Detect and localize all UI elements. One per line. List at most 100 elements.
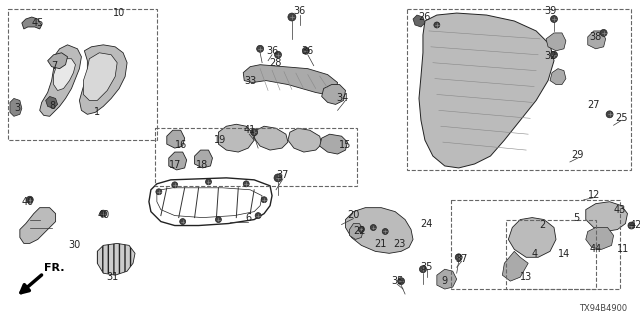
Text: 36: 36 (294, 6, 306, 16)
Text: 11: 11 (618, 244, 630, 254)
Polygon shape (349, 224, 364, 239)
Text: 45: 45 (31, 18, 44, 28)
Polygon shape (508, 218, 556, 257)
Text: 13: 13 (520, 272, 532, 282)
Text: 19: 19 (214, 135, 227, 145)
Bar (451, 200, 620, 289)
Text: 3: 3 (15, 103, 21, 113)
Polygon shape (83, 53, 117, 100)
Polygon shape (167, 130, 185, 148)
Text: 6: 6 (245, 212, 252, 223)
Polygon shape (54, 59, 76, 91)
Circle shape (382, 228, 388, 235)
Circle shape (628, 222, 635, 229)
Text: 40: 40 (22, 197, 34, 207)
Circle shape (550, 16, 557, 22)
Bar (407, 9, 632, 170)
Circle shape (251, 129, 258, 136)
Polygon shape (45, 96, 58, 108)
Polygon shape (437, 269, 457, 289)
Circle shape (257, 45, 264, 52)
Text: 21: 21 (374, 239, 387, 249)
Polygon shape (586, 228, 614, 249)
Text: 18: 18 (196, 160, 209, 170)
Text: 37: 37 (276, 170, 289, 180)
Text: 17: 17 (168, 160, 181, 170)
Text: 35: 35 (420, 262, 433, 272)
Text: 2: 2 (539, 220, 545, 229)
Text: 5: 5 (573, 212, 579, 223)
Circle shape (255, 212, 261, 219)
Polygon shape (288, 128, 322, 152)
Text: 27: 27 (588, 100, 600, 110)
Polygon shape (502, 251, 528, 281)
Circle shape (606, 111, 613, 118)
Text: 1: 1 (94, 107, 100, 117)
Circle shape (397, 278, 404, 284)
Text: 25: 25 (615, 113, 628, 123)
Text: TX94B4900: TX94B4900 (579, 304, 627, 313)
Polygon shape (254, 126, 288, 150)
Polygon shape (550, 69, 566, 84)
Circle shape (302, 47, 309, 54)
Text: 35: 35 (391, 276, 403, 286)
Bar (506, 220, 596, 289)
Text: 24: 24 (420, 219, 433, 228)
Text: 41: 41 (243, 125, 255, 135)
Circle shape (550, 51, 557, 58)
Polygon shape (40, 45, 81, 116)
Text: 42: 42 (629, 220, 640, 229)
Text: 15: 15 (339, 140, 352, 150)
Text: 10: 10 (113, 8, 125, 18)
Text: 23: 23 (393, 239, 405, 249)
Circle shape (156, 189, 162, 195)
Text: 40: 40 (97, 210, 109, 220)
Polygon shape (195, 150, 212, 168)
Circle shape (172, 182, 178, 188)
Circle shape (26, 196, 33, 203)
Circle shape (275, 51, 282, 58)
Polygon shape (169, 152, 187, 170)
Text: 32: 32 (544, 51, 556, 61)
Text: 31: 31 (106, 272, 118, 282)
Circle shape (180, 219, 186, 225)
Circle shape (455, 254, 462, 261)
Circle shape (288, 13, 296, 21)
Circle shape (261, 197, 267, 203)
Bar (8, 9, 157, 140)
Polygon shape (218, 124, 254, 152)
Text: FR.: FR. (44, 263, 64, 273)
Circle shape (434, 22, 440, 28)
Bar (155, 128, 357, 186)
Circle shape (419, 266, 426, 273)
Text: 43: 43 (613, 205, 626, 215)
Circle shape (600, 29, 607, 36)
Circle shape (205, 179, 211, 185)
Polygon shape (588, 31, 605, 49)
Polygon shape (586, 202, 627, 231)
Text: 9: 9 (442, 276, 448, 286)
Circle shape (274, 174, 282, 182)
Polygon shape (10, 99, 22, 116)
Polygon shape (322, 84, 346, 104)
Text: 8: 8 (49, 101, 56, 111)
Polygon shape (97, 244, 135, 275)
Text: 29: 29 (572, 150, 584, 160)
Circle shape (371, 225, 376, 230)
Text: 36: 36 (266, 46, 278, 56)
Text: 14: 14 (558, 249, 570, 259)
Polygon shape (346, 208, 413, 253)
Text: 36: 36 (301, 46, 314, 56)
Polygon shape (243, 65, 337, 94)
Polygon shape (47, 53, 67, 69)
Circle shape (358, 227, 364, 232)
Text: 33: 33 (244, 76, 256, 85)
Polygon shape (320, 134, 348, 154)
Text: 12: 12 (588, 190, 600, 200)
Text: 26: 26 (418, 12, 430, 22)
Polygon shape (20, 208, 56, 244)
Text: 30: 30 (68, 240, 81, 250)
Circle shape (100, 210, 107, 217)
Polygon shape (419, 13, 554, 168)
Text: 28: 28 (269, 58, 281, 68)
